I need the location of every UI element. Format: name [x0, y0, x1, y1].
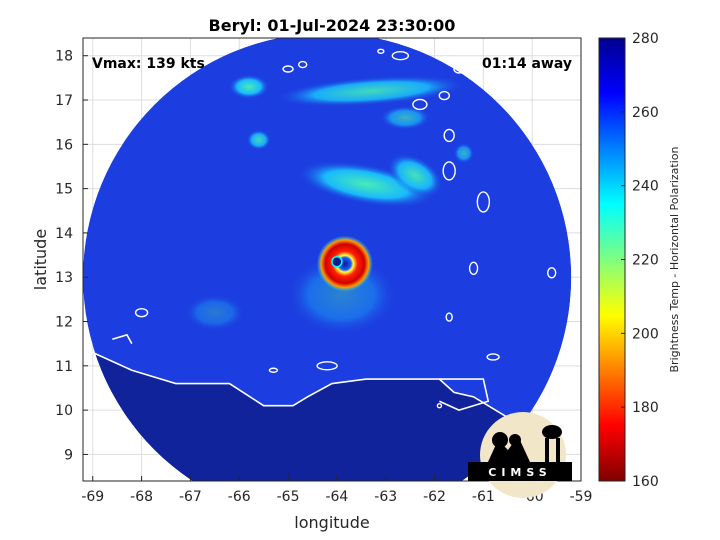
land-field [83, 348, 572, 481]
coastline-island [445, 312, 453, 322]
cimss-logo: CIMSS [468, 412, 572, 498]
chart-title: Beryl: 01-Jul-2024 23:30:00 [209, 16, 456, 35]
y-tick-label: 17 [55, 93, 73, 109]
coastline-south-america [83, 347, 581, 481]
x-tick-label: -64 [325, 489, 348, 505]
coastline-island [134, 307, 149, 318]
coastline-island [443, 128, 455, 143]
coastline-island [436, 402, 443, 409]
coastline [83, 38, 581, 481]
coastline-island [268, 367, 279, 373]
coastline-island [112, 333, 133, 345]
colorbar-tick-label: 160 [632, 474, 659, 490]
coastline-island [476, 191, 491, 213]
eyewall [316, 235, 373, 292]
coastline-island [468, 261, 479, 276]
y-tick-label: 15 [55, 182, 73, 198]
time-offset-annotation: 01:14 away [482, 56, 572, 72]
y-tick-label: 16 [55, 137, 73, 153]
y-tick-label: 10 [55, 403, 73, 419]
x-tick-label: -62 [423, 489, 446, 505]
y-tick-label: 18 [55, 49, 73, 65]
coastline-island [316, 361, 338, 371]
x-tick-label: -66 [228, 489, 251, 505]
x-tick-label: -59 [570, 489, 593, 505]
colorbar-tick-label: 200 [632, 326, 659, 342]
coastline-island [547, 267, 557, 279]
coastline-island [391, 51, 410, 61]
colorbar-tick-label: 180 [632, 400, 659, 416]
x-tick-label: -61 [472, 489, 495, 505]
y-axis-ticks: 9 10 11 12 13 14 15 16 17 18 [55, 49, 88, 463]
y-tick-label: 12 [55, 315, 73, 331]
y-tick-label: 9 [64, 447, 73, 463]
x-tick-label: -68 [130, 489, 153, 505]
x-axis-ticks: -69-68-67-66-65-64-63-62-61-60-59 [81, 476, 592, 505]
swath-field [83, 38, 572, 481]
colorbar-tick-label: 260 [632, 105, 659, 121]
coastline-island [412, 98, 428, 111]
colorbar-tick-label: 220 [632, 253, 659, 269]
x-tick-label: -69 [81, 489, 104, 505]
vmax-annotation: Vmax: 139 kts [92, 56, 205, 72]
y-axis-label: latitude [31, 229, 50, 290]
rainband [453, 143, 474, 164]
coastline-island [377, 48, 385, 54]
colorbar-ticks: 160 180 200 220 240 260 280 [621, 31, 659, 490]
x-tick-label: -63 [374, 489, 397, 505]
colorbar-tick-label: 280 [632, 31, 659, 47]
axes-frame [82, 37, 582, 482]
rainband [229, 74, 269, 99]
y-tick-label: 13 [55, 270, 73, 286]
storm-eye [331, 255, 343, 268]
coastline-island [438, 90, 450, 101]
rainband [387, 153, 443, 197]
rainband [246, 129, 271, 150]
rainband [380, 105, 431, 130]
colorbar [598, 37, 626, 482]
x-axis-label: longitude [294, 513, 369, 532]
x-tick-label: -65 [277, 489, 300, 505]
coastline-island [282, 65, 294, 73]
y-tick-label: 14 [55, 226, 73, 242]
logo-text: CIMSS [488, 466, 551, 479]
coastline-island [298, 60, 308, 69]
rainband [184, 294, 245, 331]
coastline-island [486, 353, 500, 361]
colorbar-tick-label: 240 [632, 179, 659, 195]
coastline-island [453, 64, 465, 74]
colorbar-label: Brightness Temp - Horizontal Polarizatio… [668, 146, 681, 372]
coastline-puerto-rico [199, 38, 211, 44]
coastline-island [442, 161, 456, 181]
x-tick-label: -67 [179, 489, 202, 505]
coastline-trinidad [439, 378, 490, 411]
y-tick-label: 11 [55, 359, 73, 375]
